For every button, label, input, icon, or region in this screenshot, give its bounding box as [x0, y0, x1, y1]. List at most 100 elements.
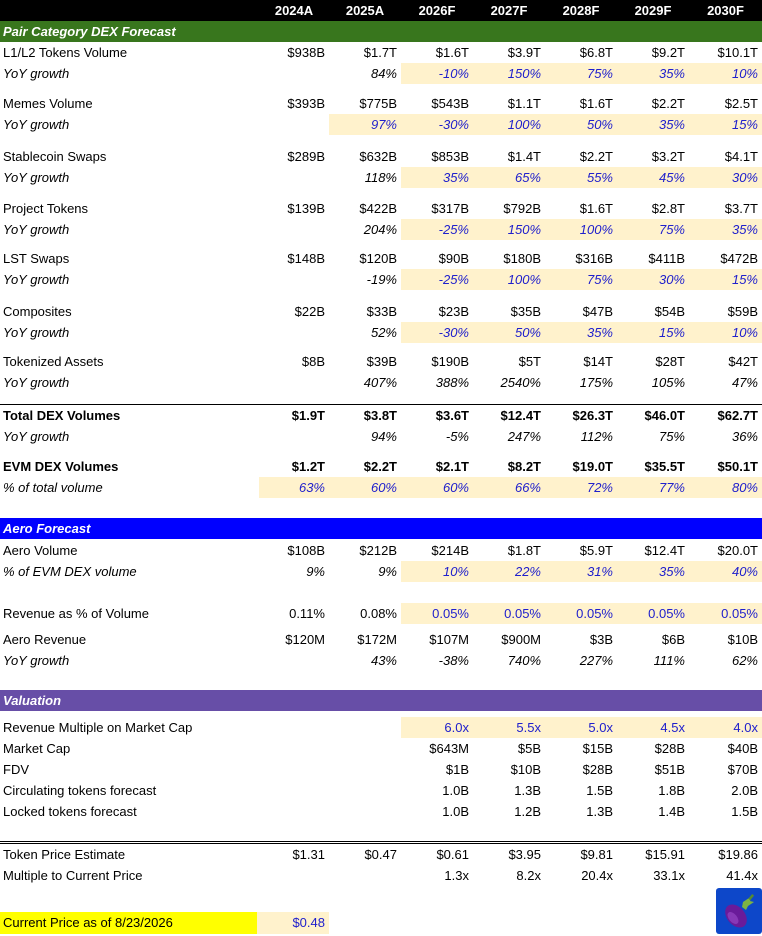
table-cell[interactable]: 97% — [329, 114, 401, 135]
table-cell: 388% — [435, 375, 469, 390]
row-label: Revenue as % of Volume — [3, 606, 149, 621]
table-cell[interactable]: 72% — [545, 477, 617, 498]
table-cell: $12.4T — [644, 543, 685, 558]
table-cell[interactable]: 6.0x — [401, 717, 473, 738]
table-cell[interactable]: 50% — [545, 114, 617, 135]
table-cell[interactable]: 35% — [617, 63, 689, 84]
table-cell[interactable]: 45% — [617, 167, 689, 188]
table-cell: $3.95 — [508, 847, 541, 862]
table-row-rev-mult: Revenue Multiple on Market Cap 6.0x 5.5x 5.… — [0, 717, 762, 738]
row-label: % of EVM DEX volume — [3, 564, 137, 579]
table-row-fdv: FDV $1B $10B $28B $51B $70B — [0, 759, 762, 780]
table-cell[interactable]: -25% — [401, 269, 473, 290]
table-cell — [259, 426, 329, 447]
table-cell[interactable]: -30% — [401, 114, 473, 135]
table-row-project-yoy: YoY growth 204% -25% 150% 100% 75% 35% — [0, 219, 762, 240]
table-cell[interactable]: 63% — [259, 477, 329, 498]
table-cell: 740% — [507, 653, 541, 668]
table-cell[interactable]: 22% — [473, 561, 545, 582]
table-cell[interactable]: 30% — [617, 269, 689, 290]
row-label: % of total volume — [3, 480, 103, 495]
table-cell[interactable]: 10% — [689, 63, 762, 84]
table-cell[interactable]: 0.05% — [617, 603, 689, 624]
section-header-aero-forecast: Aero Forecast — [0, 518, 762, 539]
table-cell — [259, 219, 329, 240]
table-cell[interactable]: 66% — [473, 477, 545, 498]
table-cell: $42T — [728, 354, 758, 369]
table-cell[interactable]: 15% — [689, 269, 762, 290]
year-header: 2029F — [634, 3, 672, 18]
table-cell[interactable]: 0.05% — [473, 603, 545, 624]
table-row-total-vol: Total DEX Volumes $1.9T $3.8T $3.6T $12.4T $2… — [0, 405, 762, 426]
table-cell[interactable]: 55% — [545, 167, 617, 188]
current-price-label: Current Price as of 8/23/2026 — [0, 912, 257, 934]
table-cell[interactable]: 100% — [473, 269, 545, 290]
table-cell: 1.3x — [444, 868, 469, 883]
table-cell: $15B — [582, 741, 613, 756]
table-cell: $2.2T — [579, 149, 613, 164]
table-cell[interactable]: 10% — [689, 322, 762, 343]
table-cell: $422B — [359, 201, 397, 216]
table-cell — [259, 63, 329, 84]
table-cell[interactable]: 150% — [473, 219, 545, 240]
row-label: YoY growth — [3, 222, 70, 237]
table-cell[interactable]: 60% — [401, 477, 473, 498]
current-price-value[interactable]: $0.48 — [257, 912, 329, 934]
table-cell[interactable]: 65% — [473, 167, 545, 188]
table-cell[interactable]: 80% — [689, 477, 762, 498]
table-cell[interactable]: 75% — [617, 219, 689, 240]
table-cell[interactable]: 35% — [689, 219, 762, 240]
table-cell[interactable]: 4.0x — [689, 717, 762, 738]
table-row-comp-vol: Composites $22B $33B $23B $35B $47B $54B $59B — [0, 301, 762, 322]
table-cell[interactable]: 10% — [401, 561, 473, 582]
table-cell[interactable]: -30% — [401, 322, 473, 343]
table-cell — [259, 167, 329, 188]
year-header: 2028F — [562, 3, 600, 18]
table-cell[interactable]: 100% — [545, 219, 617, 240]
table-row-total-yoy: YoY growth 94% -5% 247% 112% 75% 36% — [0, 426, 762, 447]
table-cell[interactable]: 75% — [545, 63, 617, 84]
table-cell: $139B — [287, 201, 325, 216]
table-cell[interactable]: 31% — [545, 561, 617, 582]
table-cell[interactable]: -25% — [401, 219, 473, 240]
table-cell[interactable]: -10% — [401, 63, 473, 84]
table-cell[interactable]: 150% — [473, 63, 545, 84]
table-cell[interactable]: 35% — [545, 322, 617, 343]
table-cell[interactable]: 4.5x — [617, 717, 689, 738]
table-cell — [259, 801, 329, 822]
table-cell[interactable]: 100% — [473, 114, 545, 135]
table-cell[interactable]: 30% — [689, 167, 762, 188]
table-cell: $51B — [654, 762, 685, 777]
table-cell: 94% — [370, 429, 397, 444]
table-row-memes-vol: Memes Volume $393B $775B $543B $1.1T $1.6T $2.… — [0, 93, 762, 114]
table-cell[interactable]: 0.05% — [689, 603, 762, 624]
table-cell[interactable]: 50% — [473, 322, 545, 343]
table-cell[interactable]: 5.5x — [473, 717, 545, 738]
table-cell[interactable]: 0.05% — [545, 603, 617, 624]
table-cell: $5T — [518, 354, 541, 369]
table-cell[interactable]: 40% — [689, 561, 762, 582]
table-cell: 75% — [658, 429, 685, 444]
table-cell: 247% — [507, 429, 541, 444]
table-cell[interactable]: 35% — [617, 114, 689, 135]
table-cell: $2.2T — [651, 96, 685, 111]
table-cell: $8.2T — [507, 459, 541, 474]
table-cell[interactable]: 15% — [689, 114, 762, 135]
table-cell[interactable]: 35% — [401, 167, 473, 188]
table-cell: -19% — [366, 272, 397, 287]
table-cell[interactable]: 60% — [329, 477, 401, 498]
table-cell[interactable]: 75% — [545, 269, 617, 290]
table-cell[interactable]: 35% — [617, 561, 689, 582]
table-cell[interactable]: 77% — [617, 477, 689, 498]
table-cell: $212B — [359, 543, 397, 558]
row-label: Total DEX Volumes — [3, 408, 121, 423]
table-cell: $1.31 — [292, 847, 325, 862]
table-cell[interactable]: 0.05% — [401, 603, 473, 624]
table-cell[interactable]: 15% — [617, 322, 689, 343]
table-cell: $5B — [517, 741, 541, 756]
table-cell: 0.08% — [360, 606, 397, 621]
table-cell[interactable]: 5.0x — [545, 717, 617, 738]
row-label: Memes Volume — [3, 96, 93, 111]
row-label: FDV — [3, 762, 29, 777]
year-header: 2027F — [490, 3, 528, 18]
